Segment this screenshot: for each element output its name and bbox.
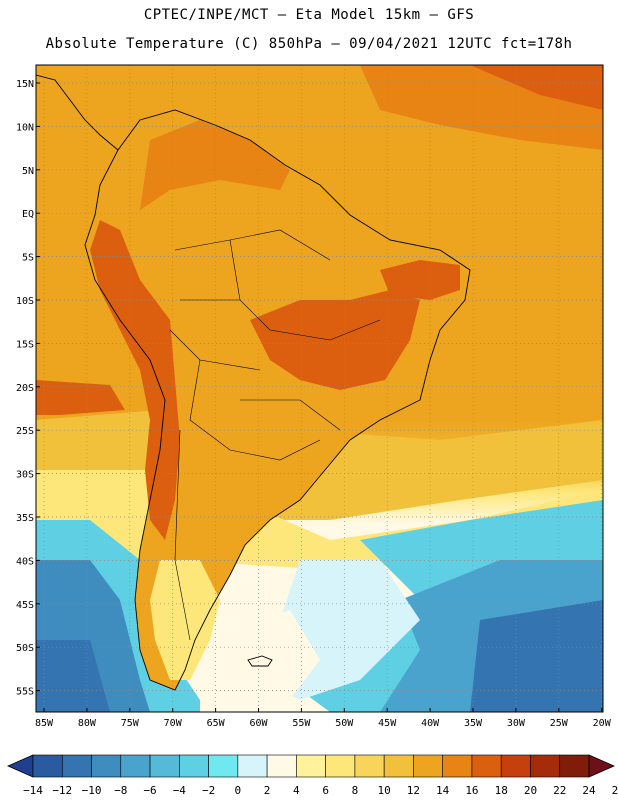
colorbar-swatch [500, 754, 531, 778]
lon-label: 20W [593, 718, 612, 729]
colorbar-label: 24 [582, 784, 596, 797]
lon-label: 60W [249, 718, 268, 729]
lon-label: 50W [335, 718, 354, 729]
lat-label: 45S [16, 600, 34, 611]
hot-zone-ne [470, 65, 603, 110]
colorbar-label: 4 [293, 784, 300, 797]
lat-label: 5S [22, 253, 34, 264]
colorbar-label: −4 [173, 784, 187, 797]
colorbar-label: 6 [322, 784, 329, 797]
colorbar-label: 26 [612, 784, 618, 797]
colorbar-swatch [413, 754, 443, 778]
lat-label: 20S [16, 383, 34, 394]
colorbar-label: 18 [495, 784, 508, 797]
colorbar-swatch [325, 754, 356, 778]
lon-label: 65W [207, 718, 226, 729]
coldest-se [470, 600, 603, 712]
colorbar-swatch [179, 754, 209, 778]
lat-label: 25S [16, 426, 34, 437]
colorbar-label: −10 [82, 784, 102, 797]
colorbar-label: −12 [52, 784, 72, 797]
lon-label: 70W [164, 718, 183, 729]
colorbar-swatch [120, 754, 151, 778]
country-borders [169, 229, 381, 641]
colorbar-swatch [91, 754, 122, 778]
colorbar-label: 14 [436, 784, 450, 797]
hot-core-brazil [250, 290, 420, 390]
colorbar-label: 0 [235, 784, 242, 797]
colorbar-arrow-left [7, 754, 34, 778]
colorbar-label: 8 [352, 784, 359, 797]
lon-label: 25W [550, 718, 569, 729]
lat-label: 30S [16, 470, 34, 481]
lat-label: 5N [22, 166, 34, 177]
cream-zone [200, 610, 320, 712]
colorbar-label: 20 [524, 784, 537, 797]
lat-label: 10N [16, 122, 34, 133]
colorbar-label: −6 [143, 784, 156, 797]
lon-label: 35W [464, 718, 483, 729]
colorbar-label: 16 [465, 784, 478, 797]
lat-label: 35S [16, 513, 34, 524]
coldest-sw [36, 640, 110, 712]
map-frame [35, 64, 604, 713]
colorbar-labels: −14−12−10−8−6−4−202468101214161820222426… [23, 784, 618, 797]
colorbar-label: 10 [378, 784, 391, 797]
coastlines [36, 74, 471, 691]
lon-label: 75W [121, 718, 140, 729]
colorbar-swatch [296, 754, 326, 778]
colorbar-swatch [61, 754, 92, 778]
lat-label: 40S [16, 556, 34, 567]
lat-label: 15N [16, 79, 34, 90]
colorbar-swatch [149, 754, 180, 778]
colorbar-label: −8 [114, 784, 127, 797]
colorbar-swatch [32, 754, 63, 778]
lon-label: 55W [292, 718, 311, 729]
graticule [36, 65, 603, 712]
title-model: CPTEC/INPE/MCT — Eta Model 15km — GFS [143, 7, 475, 23]
colorbar-label: 12 [407, 784, 420, 797]
colorbar-label: −2 [202, 784, 215, 797]
temperature-field [36, 65, 603, 712]
colorbar-swatch [442, 754, 473, 778]
lon-label: 80W [78, 718, 97, 729]
colorbar-swatch [266, 754, 297, 778]
colorbar-swatch [530, 754, 561, 778]
colorbar-swatch [237, 754, 268, 778]
lat-label: 55S [16, 687, 34, 698]
colorbar-swatch [471, 754, 502, 778]
coastline-south-america [84, 109, 471, 691]
colorbar-swatch [383, 754, 414, 778]
lat-label: EQ [22, 209, 34, 220]
colorbar-label: −14 [23, 784, 43, 797]
lat-label: 15S [16, 339, 34, 350]
colorbar-label: 22 [553, 784, 566, 797]
lon-label: 40W [421, 718, 440, 729]
colorbar [7, 754, 615, 778]
colorbar-label: 2 [264, 784, 271, 797]
latitude-labels: 15N 10N 5N EQ 5S 10S 15S 20S 25S 30S 35S 40S 45S 50S 5… [16, 79, 40, 698]
hot-core-north [140, 120, 290, 210]
coastline-central-america [36, 74, 119, 151]
pacific-warm [36, 380, 125, 415]
hot-ne-brazil [380, 260, 460, 300]
title-variable: Absolute Temperature (C) 850hPa — 09/04/… [45, 36, 573, 52]
lat-label: 50S [16, 643, 34, 654]
coastline-falklands [247, 655, 273, 667]
patagonia-pale [150, 560, 220, 680]
colorbar-swatch [354, 754, 385, 778]
lon-label: 85W [35, 718, 54, 729]
colorbar-swatch [559, 754, 590, 778]
lon-label: 30W [507, 718, 526, 729]
lat-label: 10S [16, 296, 34, 307]
colorbar-arrow-right [588, 754, 615, 778]
colorbar-swatch [208, 754, 239, 778]
longitude-labels: 85W 80W 75W 70W 65W 60W 55W 50W 45W 40W 35W 30W 25W 2… [35, 708, 612, 729]
lon-label: 45W [378, 718, 397, 729]
